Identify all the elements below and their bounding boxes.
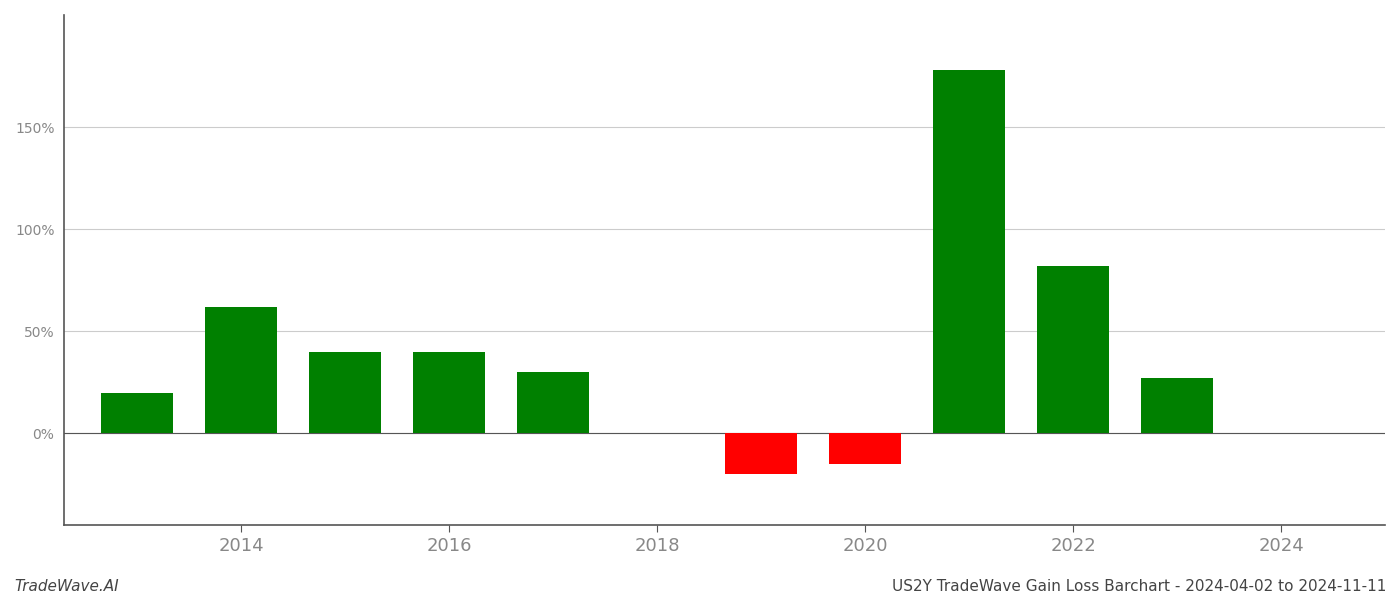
Bar	[517, 372, 589, 433]
Bar	[1036, 266, 1109, 433]
Bar	[204, 307, 277, 433]
Bar	[413, 352, 486, 433]
Bar	[101, 392, 174, 433]
Text: TradeWave.AI: TradeWave.AI	[14, 579, 119, 594]
Text: US2Y TradeWave Gain Loss Barchart - 2024-04-02 to 2024-11-11: US2Y TradeWave Gain Loss Barchart - 2024…	[892, 579, 1386, 594]
Bar	[308, 352, 381, 433]
Bar	[932, 70, 1005, 433]
Bar	[725, 433, 798, 474]
Bar	[1141, 378, 1214, 433]
Bar	[829, 433, 902, 464]
